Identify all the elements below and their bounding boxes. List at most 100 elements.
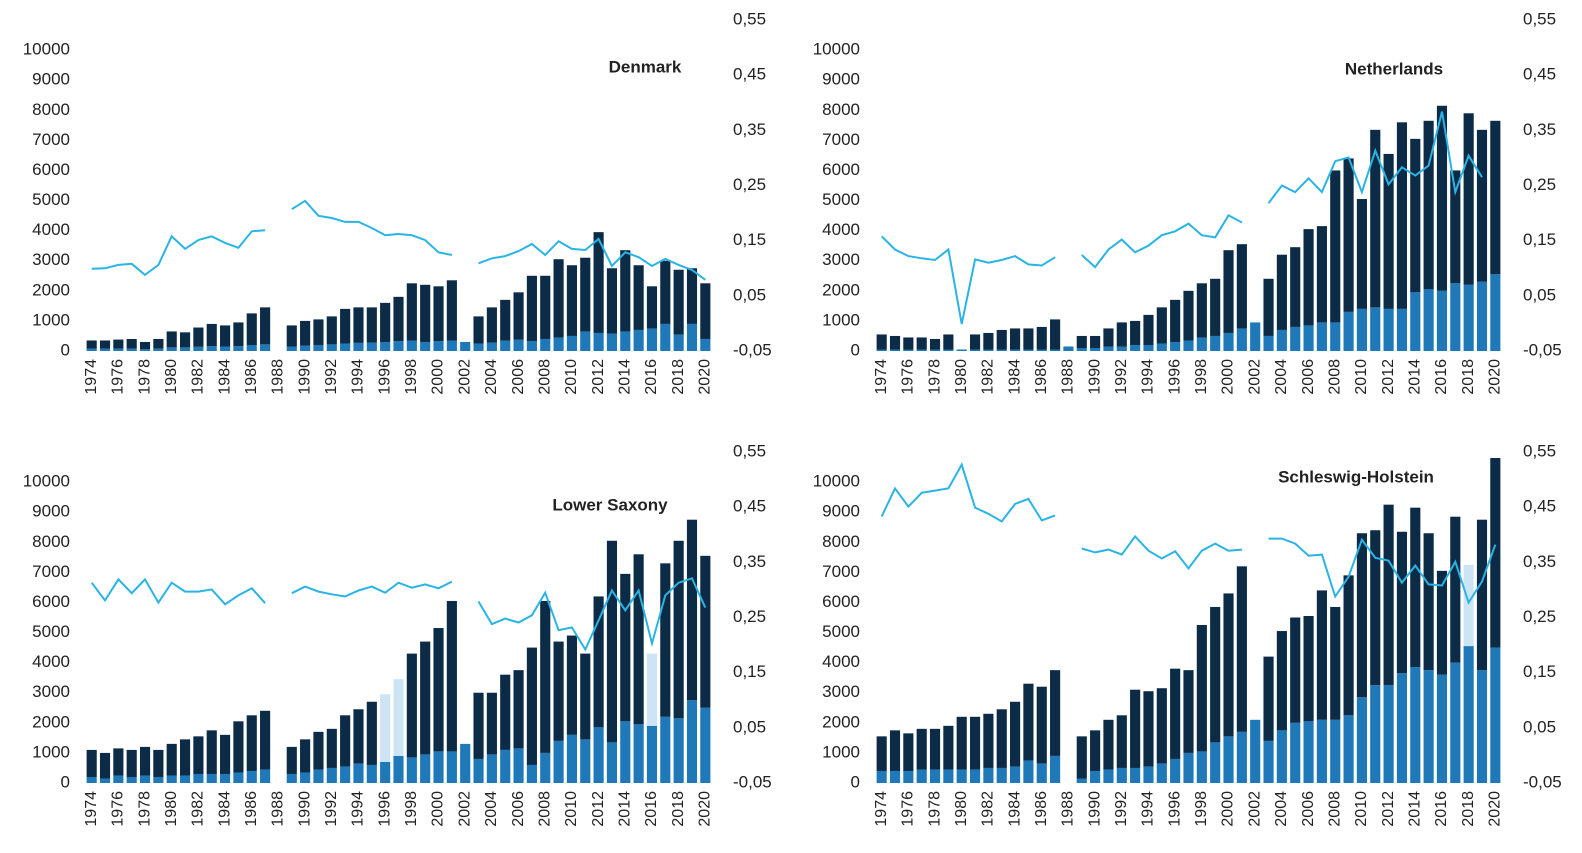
bar [580, 739, 591, 783]
x-tick-label: 2014 [1407, 359, 1424, 395]
bar [393, 341, 404, 351]
x-tick-label: 1982 [190, 791, 207, 827]
bar [1130, 689, 1141, 768]
x-tick-label: 2020 [697, 359, 714, 395]
bar [1210, 742, 1221, 783]
y2-tick-label: 0,55 [733, 441, 766, 460]
x-tick-label: 1982 [980, 359, 997, 395]
bar [1183, 290, 1194, 341]
bar [1396, 531, 1408, 674]
bar [1316, 322, 1327, 351]
bar [1196, 337, 1207, 351]
bar [916, 349, 927, 351]
panel: 0 1000 2000 3000 4000 5000 6000 7000 8000 9000 100… [23, 9, 772, 394]
y2-tick-label: 0,35 [733, 552, 766, 571]
bar [1423, 289, 1434, 351]
y-tick-label: 4000 [822, 220, 860, 239]
bar [1276, 329, 1287, 351]
x-tick-label: 2014 [617, 791, 634, 827]
x-tick-label: 1988 [270, 791, 287, 827]
bar [1463, 284, 1474, 351]
bar [620, 250, 631, 332]
bar [673, 718, 684, 783]
bar [1023, 349, 1034, 351]
bar [486, 692, 497, 755]
bar [126, 776, 137, 783]
x-tick-label: 2006 [1300, 791, 1317, 827]
bar [433, 628, 444, 752]
y-tick-label: 6000 [32, 160, 70, 179]
x-tick-label: 1994 [1140, 791, 1157, 827]
bar [153, 776, 164, 783]
bar [473, 343, 484, 351]
bar [1210, 278, 1221, 336]
bar [956, 716, 967, 770]
bar [660, 563, 671, 717]
bar [943, 334, 954, 350]
x-tick-label: 1982 [980, 791, 997, 827]
bar [340, 308, 351, 344]
bar [380, 694, 391, 762]
bar [996, 349, 1007, 351]
x-tick-label: 1990 [1086, 359, 1103, 395]
bar [876, 770, 887, 783]
y-tick-label: 5000 [32, 622, 70, 641]
bar [300, 739, 311, 773]
bar [1236, 731, 1247, 783]
bar [660, 323, 671, 351]
bar [486, 307, 497, 343]
y2-tick-label: 0,55 [1523, 9, 1556, 28]
bar [113, 348, 124, 351]
bar [139, 349, 151, 351]
bar [673, 269, 684, 335]
bar [1223, 736, 1234, 783]
y-tick-label: 9000 [32, 70, 70, 89]
bar [1370, 129, 1381, 308]
y-tick-label: 5000 [822, 190, 860, 209]
bar [1396, 308, 1408, 351]
x-tick-label: 2004 [483, 791, 500, 827]
x-tick-label: 1984 [216, 791, 233, 827]
x-tick-label: 1988 [270, 359, 287, 395]
bar [1410, 507, 1421, 668]
bar [460, 341, 471, 351]
x-tick-label: 1976 [110, 359, 127, 395]
bar [1450, 516, 1461, 663]
bar [996, 767, 1007, 783]
bar [956, 769, 967, 783]
x-tick-label: 1994 [350, 791, 367, 827]
x-tick-label: 2004 [1273, 359, 1290, 395]
bar [406, 653, 417, 758]
bar [86, 348, 97, 351]
bar [433, 286, 444, 342]
x-tick-label: 1974 [83, 791, 100, 827]
x-tick-label: 1998 [403, 359, 420, 395]
y2-tick-label: 0,15 [1523, 662, 1556, 681]
x-tick-label: 1988 [1060, 791, 1077, 827]
x-tick-label: 1976 [900, 791, 917, 827]
y-tick-label: 0 [851, 772, 860, 791]
bar [220, 773, 231, 783]
bar [233, 772, 244, 783]
x-tick-label: 1992 [323, 359, 340, 395]
y-tick-label: 2000 [822, 280, 860, 299]
bar [1196, 625, 1207, 752]
bar [1383, 685, 1394, 783]
x-tick-label: 2018 [1460, 791, 1477, 827]
y-tick-label: 4000 [32, 220, 70, 239]
bar [876, 736, 887, 771]
x-tick-label: 2008 [1326, 359, 1343, 395]
y2-tick-label: -0,05 [733, 340, 772, 359]
x-tick-label: 1980 [163, 791, 180, 827]
bar [1463, 646, 1474, 783]
bar [1036, 349, 1047, 351]
bar [193, 327, 204, 347]
x-tick-label: 2010 [1353, 791, 1370, 827]
bar [500, 749, 511, 783]
bar [1036, 686, 1047, 764]
y-tick-label: 4000 [32, 652, 70, 671]
y-tick-label: 8000 [822, 532, 860, 551]
panel: 0 1000 2000 3000 4000 5000 6000 7000 8000 9000 100… [813, 9, 1562, 394]
x-tick-label: 2004 [483, 359, 500, 395]
bar [179, 775, 191, 783]
